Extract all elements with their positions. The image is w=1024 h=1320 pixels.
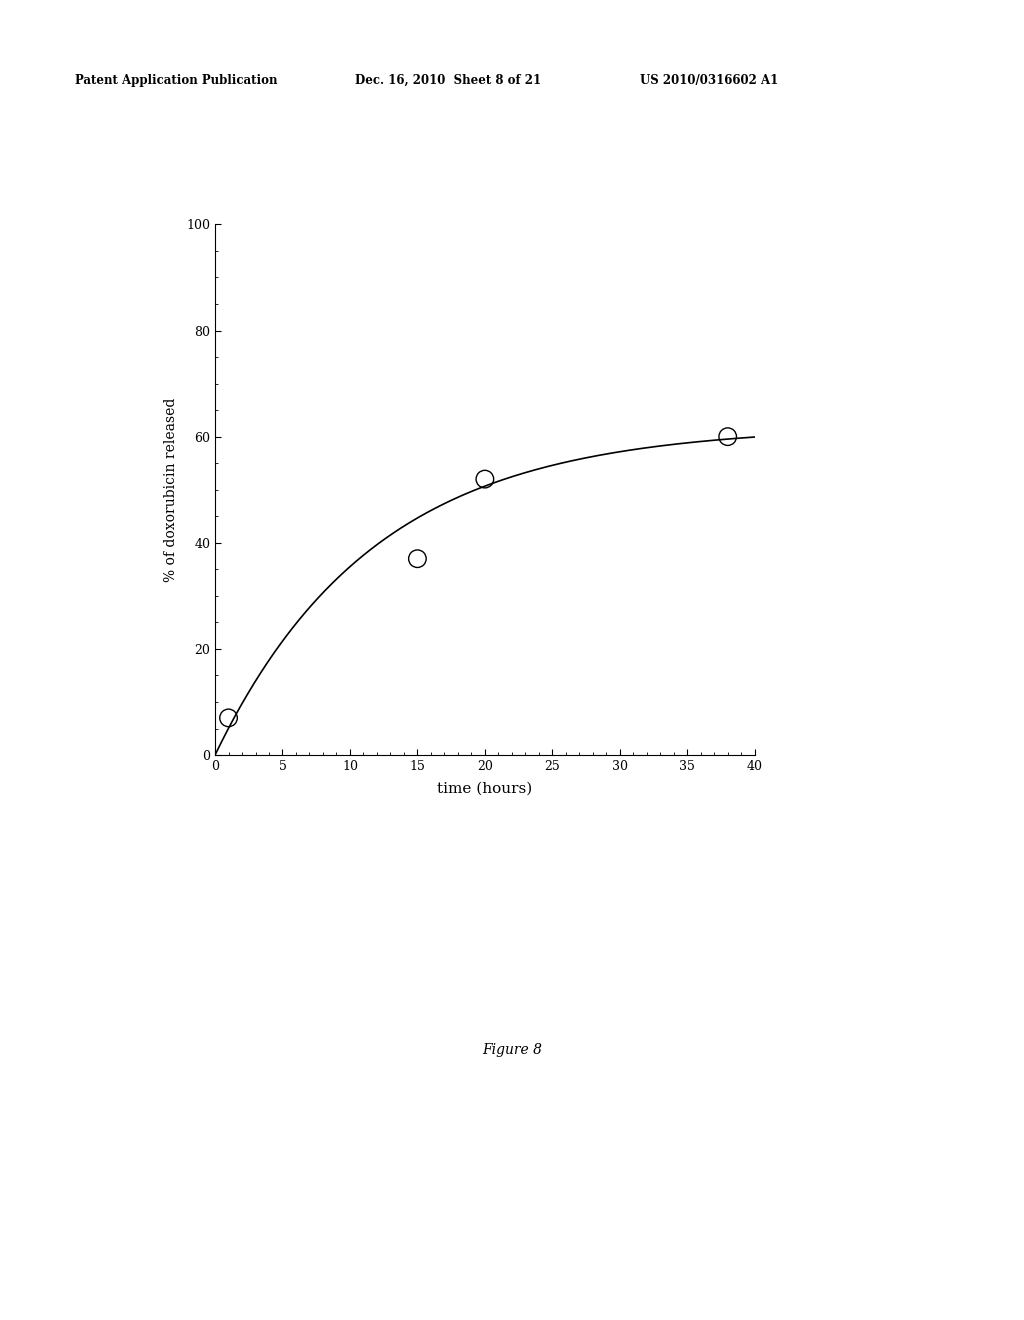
- Point: [220, 708, 237, 729]
- Text: Dec. 16, 2010  Sheet 8 of 21: Dec. 16, 2010 Sheet 8 of 21: [355, 74, 542, 87]
- Point: [410, 548, 426, 569]
- Text: Patent Application Publication: Patent Application Publication: [75, 74, 278, 87]
- Y-axis label: % of doxorubicin released: % of doxorubicin released: [164, 397, 178, 582]
- Point: [477, 469, 494, 490]
- Text: Figure 8: Figure 8: [482, 1043, 542, 1057]
- X-axis label: time (hours): time (hours): [437, 781, 532, 795]
- Text: US 2010/0316602 A1: US 2010/0316602 A1: [640, 74, 778, 87]
- Point: [720, 426, 736, 447]
